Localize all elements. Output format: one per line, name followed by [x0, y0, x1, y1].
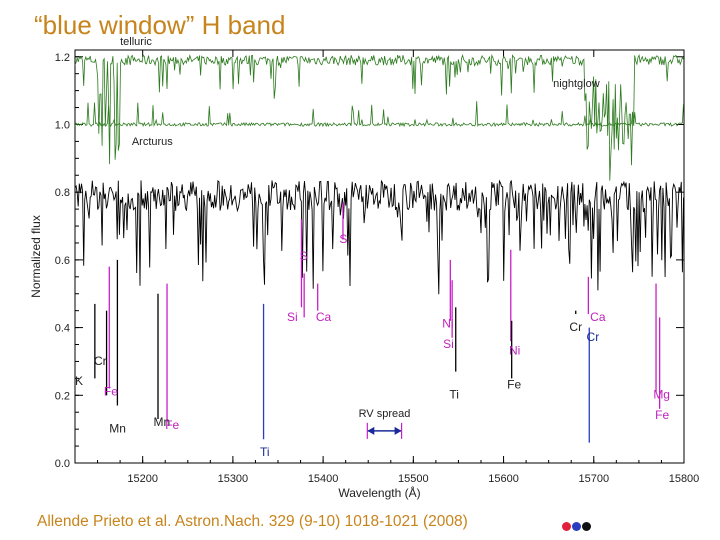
y-tick-label: 0.2: [55, 390, 70, 402]
line-marker-label: Fe: [655, 408, 669, 422]
y-tick-label: 1.2: [55, 52, 70, 64]
series-label: Arcturus: [132, 136, 173, 148]
line-marker-label: Fe: [507, 378, 521, 392]
x-axis-label: Wavelength (Å): [338, 485, 420, 500]
citation: Allende Prieto et al. Astron.Nach. 329 (…: [37, 513, 468, 530]
spectrum-series: [74, 53, 684, 295]
line-marker-label: Si: [287, 310, 298, 324]
line-marker-label: S: [300, 249, 308, 263]
y-tick-label: 1.0: [55, 119, 70, 131]
y-tick-label: 0.8: [55, 187, 70, 199]
series-label: telluric: [120, 36, 152, 48]
line-marker-label: Cr: [94, 354, 107, 368]
dot-red: [562, 522, 571, 531]
line-marker-label: Fe: [104, 384, 118, 398]
line-marker-label: Mn: [153, 415, 170, 429]
y-axis-label: Normalized flux: [29, 215, 43, 298]
rv-arrowhead-right: [394, 426, 402, 435]
nightglow-spectrum-line: [74, 101, 684, 128]
x-tick-label: 15500: [398, 473, 429, 485]
line-marker-label: Ca: [590, 310, 606, 324]
x-tick-label: 15400: [308, 473, 339, 485]
telluric-spectrum-line: [74, 53, 684, 181]
arcturus-spectrum-line: [74, 179, 684, 295]
slide-title: “blue window” H band: [34, 10, 286, 40]
line-marker-label: Ca: [316, 310, 332, 324]
series-label: nightglow: [553, 78, 600, 90]
line-marker-label: Ti: [449, 388, 459, 402]
x-tick-label: 15300: [218, 473, 249, 485]
line-marker-label: Ni: [442, 317, 453, 331]
line-marker-label: Cr: [569, 320, 582, 334]
line-marker-label: Mg: [653, 388, 670, 402]
line-marker-label: Ni: [509, 344, 520, 358]
dot-blue: [572, 522, 581, 531]
rv-spread-label: RV spread: [359, 408, 411, 420]
line-marker-label: Fe: [165, 418, 179, 432]
x-tick-label: 15700: [578, 473, 609, 485]
line-marker-label: K: [75, 374, 83, 388]
line-markers: [94, 202, 661, 443]
y-tick-label: 0.0: [55, 458, 70, 470]
dot-black: [582, 522, 591, 531]
line-marker-label: S: [339, 232, 347, 246]
plot-frame: [74, 49, 685, 464]
rv-arrowhead-left: [367, 426, 375, 435]
chart-labels: 15200 15300 15400 15500 15600 15700 15800 0.0 0.…: [29, 36, 699, 500]
y-tick-label: 0.4: [55, 323, 70, 335]
x-tick-label: 15600: [488, 473, 519, 485]
x-tick-label: 15200: [127, 473, 158, 485]
plot-border: [74, 49, 685, 464]
x-tick-label: 15800: [669, 473, 700, 485]
line-marker-label: Si: [443, 337, 454, 351]
y-tick-label: 0.6: [55, 255, 70, 267]
line-marker-label: Mn: [109, 422, 126, 436]
line-marker-label: Cr: [587, 330, 600, 344]
decorative-dots: [562, 518, 592, 531]
line-marker-label: Ti: [260, 445, 270, 459]
